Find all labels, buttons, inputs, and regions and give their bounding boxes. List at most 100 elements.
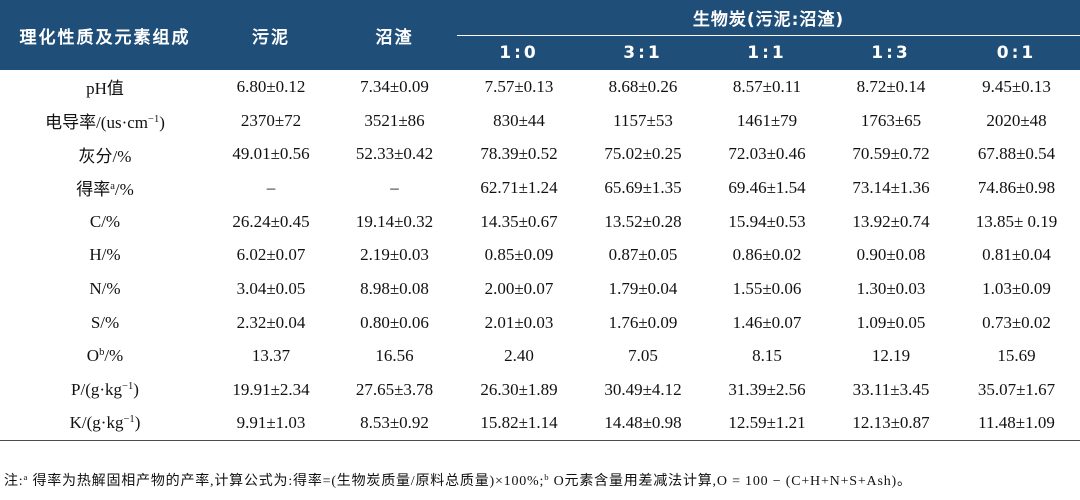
row-label-yield: 得率a/%	[0, 171, 210, 205]
ash-value-biochar-1-0: 78.39±0.52	[480, 144, 558, 164]
header-biochar-group: 生物炭(污泥:沼渣)	[457, 0, 1080, 36]
oxygen-value-digestate: 16.56	[375, 346, 414, 366]
table-row-ash: 灰分/% 49.01±0.56 52.33±0.42 78.39±0.52 75…	[0, 137, 1080, 171]
oxygen-value-sludge: 13.37	[251, 346, 291, 366]
header-ratio-3-1: 3:1	[623, 42, 663, 63]
footnote-marker-b: b	[544, 472, 550, 483]
carbon-value-biochar-1-0: 14.35±0.67	[480, 211, 558, 231]
row-label-oxygen-tail: /%	[104, 346, 124, 366]
conductivity-value-biochar-0-1: 2020±48	[986, 110, 1047, 130]
table-row-potassium: K/(g·kg−1) 9.91±1.03 8.53±0.92 15.82±1.1…	[0, 406, 1080, 442]
footnote-marker-a: a	[23, 472, 29, 483]
oxygen-value-biochar-1-0: 2.40	[504, 346, 534, 366]
row-label-potassium: K/(g·kg−1)	[0, 406, 210, 442]
conductivity-value-sludge: 2370±72	[240, 110, 302, 130]
footnote-prefix: 注:	[4, 474, 24, 489]
row-label-conductivity-tail: )	[159, 113, 165, 133]
phosphorus-value-biochar-1-1: 31.39±2.56	[728, 380, 806, 400]
yield-value-biochar-3-1: 65.69±1.35	[604, 177, 682, 197]
potassium-value-biochar-0-1: 11.48±1.09	[953, 406, 1080, 442]
footnote-note-b: O元素含量用差减法计算,O = 100 − (C+H+N+S+Ash)。	[549, 474, 912, 489]
yield-value-biochar-1-0: 62.71±1.24	[480, 177, 558, 197]
oxygen-value-biochar-1-3: 12.19	[871, 346, 911, 366]
conductivity-value-biochar-1-0: 830±44	[493, 110, 545, 130]
row-label-potassium-tail: )	[134, 413, 141, 433]
sulfur-value-biochar-1-0: 2.01±0.03	[484, 312, 554, 332]
table-footnote: 注:a 得率为热解固相产物的产率,计算公式为:得率=(生物炭质量/原料总质量)×…	[4, 471, 1076, 493]
row-label-nitrogen: N/%	[89, 278, 121, 298]
nitrogen-value-biochar-1-0: 2.00±0.07	[484, 278, 554, 298]
header-digestate: 沼渣	[375, 27, 414, 48]
header-row-ratios: 1:0 3:1 1:1 1:3 0:1	[0, 35, 1080, 70]
oxygen-value-biochar-0-1: 15.69	[997, 346, 1036, 366]
phosphorus-value-biochar-1-3: 33.11±3.45	[852, 380, 930, 400]
yield-value-biochar-1-1: 69.46±1.54	[728, 177, 806, 197]
table-row-ph: pH值 6.80±0.12 7.34±0.09 7.57±0.13 8.68±0…	[0, 70, 1080, 104]
row-label-hydrogen: H/%	[89, 245, 121, 265]
yield-value-digestate: –	[390, 177, 399, 197]
sulfur-value-biochar-0-1: 0.73±0.02	[982, 312, 1051, 332]
table-row-hydrogen: H/% 6.02±0.07 2.19±0.03 0.85±0.09 0.87±0…	[0, 238, 1080, 272]
sulfur-value-biochar-3-1: 1.76±0.09	[608, 312, 678, 332]
header-property-label: 理化性质及元素组成	[19, 27, 191, 48]
hydrogen-value-sludge: 6.02±0.07	[236, 245, 306, 265]
phosphorus-value-biochar-0-1: 35.07±1.67	[977, 380, 1056, 400]
potassium-value-biochar-1-1: 12.59±1.21	[705, 406, 829, 442]
phosphorus-value-sludge: 19.91±2.34	[232, 380, 310, 400]
table-header: 理化性质及元素组成 污泥 沼渣 生物炭(污泥:沼渣) 1:0 3:1 1:1 1…	[0, 0, 1080, 70]
row-label-phosphorus: P/(g·kg−1)	[0, 373, 210, 407]
hydrogen-value-biochar-1-3: 0.90±0.08	[856, 245, 926, 265]
sulfur-value-biochar-1-3: 1.09±0.05	[856, 312, 926, 332]
header-ratio-1-0: 1:0	[499, 42, 539, 63]
carbon-value-biochar-1-1: 15.94±0.53	[728, 211, 806, 231]
hydrogen-value-biochar-0-1: 0.81±0.04	[982, 245, 1051, 265]
ph-value-biochar-1-1: 8.57±0.11	[732, 76, 802, 96]
hydrogen-value-digestate: 2.19±0.03	[360, 245, 429, 265]
table-row-oxygen: Ob/% 13.37 16.56 2.40 7.05 8.15 12.19 15…	[0, 340, 1080, 374]
ph-value-digestate: 7.34±0.09	[360, 76, 429, 96]
ph-value-biochar-1-3: 8.72±0.14	[856, 76, 926, 96]
header-sludge: 污泥	[252, 27, 290, 48]
hydrogen-value-biochar-1-0: 0.85±0.09	[484, 245, 554, 265]
carbon-value-biochar-1-3: 13.92±0.74	[852, 211, 930, 231]
hydrogen-value-biochar-3-1: 0.87±0.05	[608, 245, 678, 265]
carbon-value-sludge: 26.24±0.45	[232, 211, 310, 231]
nitrogen-value-biochar-1-1: 1.55±0.06	[732, 278, 802, 298]
row-label-conductivity-superscript: −1	[148, 114, 160, 126]
potassium-value-biochar-1-3: 12.13±0.87	[829, 406, 953, 442]
header-ratio-1-3: 1:3	[871, 42, 911, 63]
nitrogen-value-sludge: 3.04±0.05	[236, 278, 306, 298]
sulfur-value-biochar-1-1: 1.46±0.07	[732, 312, 802, 332]
ph-value-biochar-0-1: 9.45±0.13	[982, 76, 1051, 96]
ash-value-digestate: 52.33±0.42	[355, 144, 434, 164]
header-ratio-1-1: 1:1	[747, 42, 787, 63]
conductivity-value-biochar-3-1: 1157±53	[613, 110, 673, 130]
row-label-potassium-text: K/(g·kg	[69, 413, 124, 433]
row-label-oxygen-superscript: b	[99, 347, 105, 359]
row-label-ash: 灰分/%	[78, 146, 132, 166]
nitrogen-value-biochar-3-1: 1.79±0.04	[608, 278, 678, 298]
table-row-yield: 得率a/% – – 62.71±1.24 65.69±1.35 69.46±1.…	[0, 171, 1080, 205]
phosphorus-value-biochar-1-0: 26.30±1.89	[480, 380, 558, 400]
potassium-value-biochar-3-1: 14.48±0.98	[581, 406, 705, 442]
carbon-value-biochar-0-1: 13.85± 0.19	[975, 211, 1058, 231]
nitrogen-value-digestate: 8.98±0.08	[360, 278, 429, 298]
conductivity-value-biochar-1-1: 1461±79	[736, 110, 798, 130]
table-row-conductivity: 电导率/(us·cm−1) 2370±72 3521±86 830±44 115…	[0, 104, 1080, 138]
row-label-oxygen: Ob/%	[0, 340, 210, 374]
table-row-carbon: C/% 26.24±0.45 19.14±0.32 14.35±0.67 13.…	[0, 205, 1080, 239]
table-row-nitrogen: N/% 3.04±0.05 8.98±0.08 2.00±0.07 1.79±0…	[0, 272, 1080, 306]
table-row-phosphorus: P/(g·kg−1) 19.91±2.34 27.65±3.78 26.30±1…	[0, 373, 1080, 407]
row-label-yield-tail: /%	[114, 180, 134, 200]
row-label-phosphorus-text: P/(g·kg	[71, 380, 123, 400]
ph-value-biochar-3-1: 8.68±0.26	[608, 76, 678, 96]
ash-value-sludge: 49.01±0.56	[232, 144, 310, 164]
table-row-sulfur: S/% 2.32±0.04 0.80±0.06 2.01±0.03 1.76±0…	[0, 306, 1080, 340]
row-label-phosphorus-superscript: −1	[122, 381, 134, 393]
ph-value-biochar-1-0: 7.57±0.13	[484, 76, 554, 96]
row-label-conductivity: 电导率/(us·cm−1)	[0, 104, 210, 138]
row-label-potassium-superscript: −1	[123, 414, 135, 426]
phosphorus-value-biochar-3-1: 30.49±4.12	[604, 380, 682, 400]
row-label-sulfur: S/%	[90, 312, 120, 332]
nitrogen-value-biochar-1-3: 1.30±0.03	[856, 278, 926, 298]
